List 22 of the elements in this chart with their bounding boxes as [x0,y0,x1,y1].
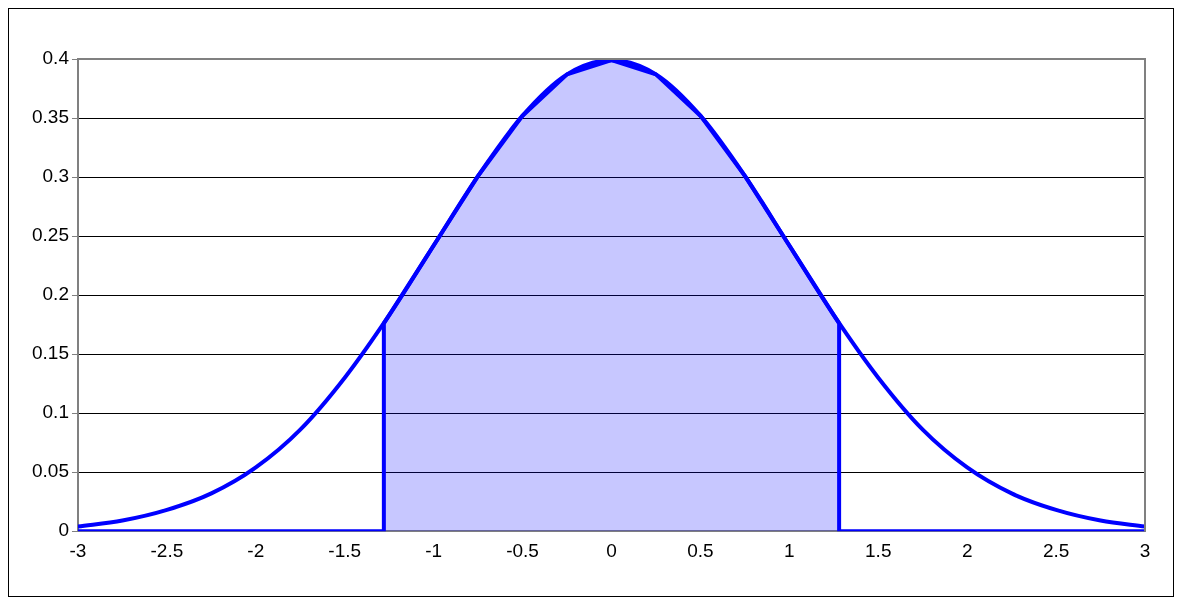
y-tick-label: 0.35 [32,106,69,128]
x-tick-label: 0 [606,539,617,561]
y-tick-label: 0.3 [42,165,69,187]
y-tick-label: 0.15 [32,342,69,364]
y-tick-label: 0.2 [42,283,69,305]
x-tick-label: 2 [961,539,973,561]
x-tick-label: -1 [425,539,443,561]
x-tick-label: 1 [784,539,795,561]
x-tick-label: -2.5 [150,539,184,561]
y-tick-label: 0 [58,519,69,541]
x-tick-label: -0.5 [506,539,539,561]
y-tick-label: 0.1 [42,401,69,423]
y-tick-label: 0.05 [32,460,69,482]
x-tick-label: -2 [247,539,265,561]
x-tick-label: 1.5 [865,539,892,561]
x-tick-label: 0.5 [687,539,714,561]
y-tick-label: 0.25 [32,224,69,246]
y-tick-label: 0.4 [42,47,70,69]
x-tick-label: 3 [1139,539,1151,561]
x-tick-label: -3 [69,539,87,561]
x-tick-label: 2.5 [1042,539,1070,561]
x-tick-label: -1.5 [328,539,362,561]
